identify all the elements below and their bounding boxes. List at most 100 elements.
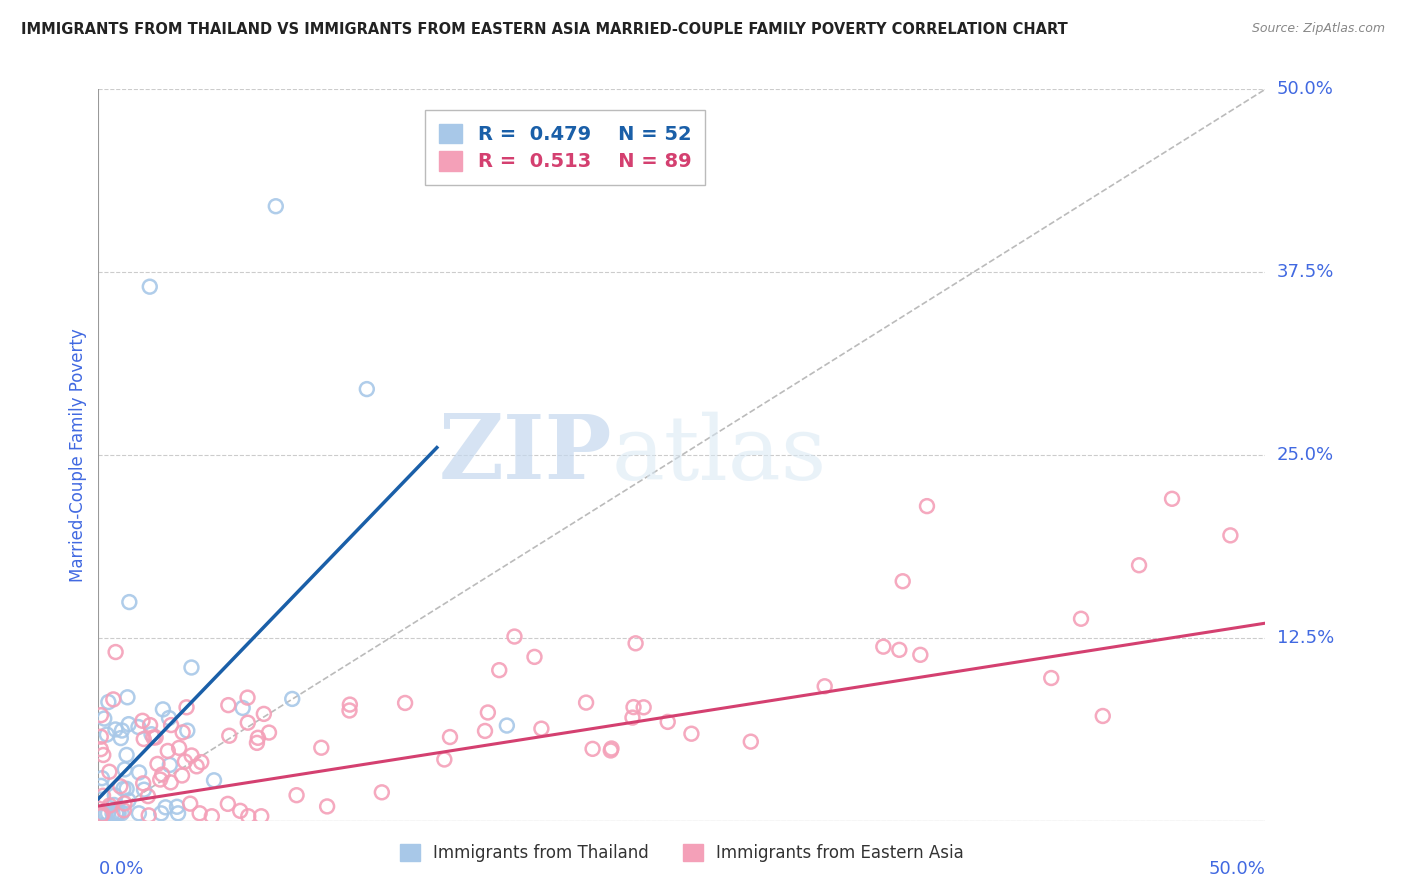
Point xyxy=(91,806,114,821)
Point xyxy=(581,742,603,756)
Point xyxy=(281,692,304,706)
Point xyxy=(114,797,136,811)
Point xyxy=(889,643,911,657)
Point xyxy=(236,690,259,705)
Point xyxy=(496,718,519,732)
Point xyxy=(110,780,132,794)
Point xyxy=(910,648,932,662)
Point xyxy=(96,727,118,741)
Text: IMMIGRANTS FROM THAILAND VS IMMIGRANTS FROM EASTERN ASIA MARRIED-COUPLE FAMILY P: IMMIGRANTS FROM THAILAND VS IMMIGRANTS F… xyxy=(21,22,1067,37)
Point xyxy=(339,698,361,712)
Point xyxy=(264,199,287,213)
Point xyxy=(624,636,647,650)
Point xyxy=(97,806,120,821)
Text: 0.0%: 0.0% xyxy=(98,860,143,878)
Point xyxy=(257,725,280,739)
Point xyxy=(103,692,125,706)
Point xyxy=(105,806,128,821)
Point xyxy=(488,663,510,677)
Point xyxy=(633,700,655,714)
Text: 37.5%: 37.5% xyxy=(1277,263,1334,281)
Point xyxy=(118,595,141,609)
Point xyxy=(218,729,240,743)
Point xyxy=(138,808,160,822)
Point xyxy=(1070,612,1092,626)
Point xyxy=(253,706,276,721)
Point xyxy=(136,789,159,804)
Text: 50.0%: 50.0% xyxy=(1277,80,1333,98)
Point xyxy=(156,744,179,758)
Point xyxy=(311,740,333,755)
Point xyxy=(186,759,208,773)
Point xyxy=(115,747,138,762)
Point xyxy=(530,722,553,736)
Point xyxy=(238,809,260,823)
Point xyxy=(167,806,190,821)
Point xyxy=(681,727,703,741)
Point xyxy=(339,704,361,718)
Point xyxy=(149,772,172,787)
Point xyxy=(107,806,129,821)
Point xyxy=(110,731,132,745)
Point xyxy=(93,712,115,726)
Point xyxy=(217,698,239,713)
Point xyxy=(180,748,202,763)
Point xyxy=(90,708,112,723)
Point xyxy=(600,741,623,756)
Point xyxy=(105,806,128,821)
Point xyxy=(115,781,138,796)
Point xyxy=(371,785,394,799)
Point xyxy=(503,630,526,644)
Point xyxy=(131,714,153,728)
Point xyxy=(740,734,762,748)
Point xyxy=(112,803,135,817)
Point xyxy=(814,679,837,693)
Point xyxy=(657,714,679,729)
Point xyxy=(316,799,339,814)
Point xyxy=(132,776,155,790)
Point xyxy=(1040,671,1063,685)
Point xyxy=(170,768,193,782)
Point xyxy=(90,806,112,821)
Point xyxy=(236,715,259,730)
Point xyxy=(117,793,139,807)
Point xyxy=(891,574,914,589)
Point xyxy=(915,499,938,513)
Point xyxy=(174,755,197,769)
Point xyxy=(111,806,134,821)
Point xyxy=(232,701,254,715)
Point xyxy=(172,725,194,739)
Point xyxy=(176,700,198,714)
Point xyxy=(107,805,129,820)
Text: Source: ZipAtlas.com: Source: ZipAtlas.com xyxy=(1251,22,1385,36)
Point xyxy=(141,727,163,741)
Point xyxy=(150,767,173,781)
Point xyxy=(117,690,139,705)
Point xyxy=(107,806,129,821)
Point xyxy=(621,711,644,725)
Point xyxy=(246,731,269,745)
Point xyxy=(146,756,169,771)
Point xyxy=(139,279,162,293)
Point xyxy=(101,806,124,821)
Point xyxy=(139,718,162,732)
Point xyxy=(98,798,121,813)
Text: 12.5%: 12.5% xyxy=(1277,629,1334,647)
Point xyxy=(91,789,114,803)
Point xyxy=(167,740,190,755)
Point xyxy=(128,765,150,780)
Point xyxy=(285,788,308,802)
Point xyxy=(127,720,149,734)
Point xyxy=(356,382,378,396)
Point xyxy=(128,806,150,821)
Point xyxy=(201,809,224,823)
Point xyxy=(145,731,167,745)
Point xyxy=(474,723,496,738)
Point xyxy=(1161,491,1184,506)
Point xyxy=(112,781,135,796)
Point xyxy=(246,736,269,750)
Point xyxy=(157,711,180,725)
Point xyxy=(394,696,416,710)
Point xyxy=(90,809,112,823)
Point xyxy=(176,723,198,738)
